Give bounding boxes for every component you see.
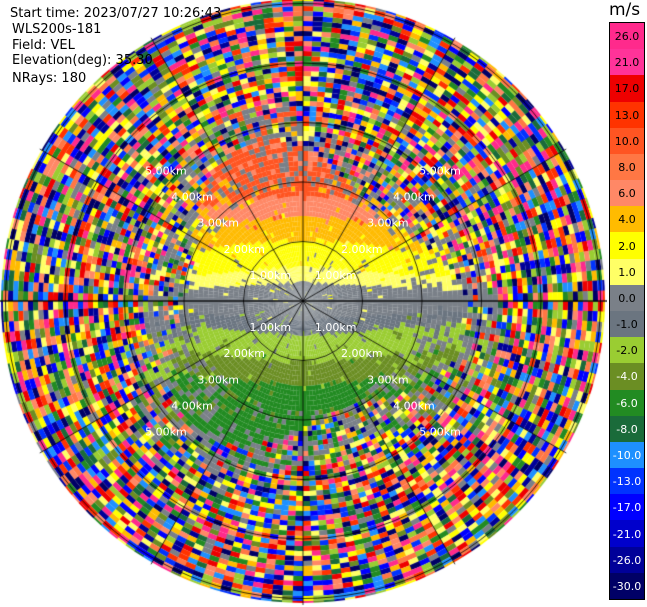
range-ring-label: 1.00km [315, 269, 357, 282]
colorbar-segment [610, 494, 644, 522]
colorbar-segment [610, 49, 644, 77]
range-ring-label: 4.00km [171, 399, 213, 412]
range-ring-label: 1.00km [315, 321, 357, 334]
colorbar-tick-label: -17.0 [612, 501, 642, 515]
colorbar-segment [610, 311, 644, 339]
colorbar-unit-label: m/s [609, 0, 641, 20]
range-ring-label: 3.00km [197, 217, 239, 230]
colorbar-tick-label: -26.0 [612, 553, 642, 567]
velocity-colorbar: 26.0 21.0 17.0 13.0 10.0 8.0 6.0 4.0 2.0 1.0 0.0 -1… [609, 22, 645, 600]
colorbar-segment [610, 441, 644, 470]
field-text: Field: VEL [12, 38, 75, 53]
colorbar-tick-label: 2.0 [618, 239, 636, 253]
nrays-text: NRays: 180 [12, 71, 87, 86]
colorbar-tick-label: -21.0 [612, 527, 642, 541]
range-ring-label: 5.00km [419, 165, 461, 178]
range-ring-label: 4.00km [393, 399, 435, 412]
colorbar-tick-label: 21.0 [614, 56, 640, 70]
colorbar-tick-label: 10.0 [614, 134, 640, 148]
colorbar-tick-label: -10.0 [612, 449, 642, 462]
range-ring-label: 5.00km [145, 165, 187, 178]
colorbar-segment [610, 206, 644, 234]
colorbar-tick-label: 1.0 [618, 265, 636, 279]
colorbar-segment [610, 258, 644, 286]
colorbar-segment [610, 572, 644, 599]
colorbar-segment [610, 337, 644, 365]
colorbar-segment [610, 127, 644, 155]
colorbar-segment [610, 101, 644, 129]
range-ring-labels: 1.00km 1.00km 1.00km 1.00km 2.00km 2.00km 2.00… [0, 0, 607, 607]
radar-ppi-plot [0, 0, 607, 607]
colorbar-segment [610, 153, 644, 182]
colorbar-segment [610, 363, 644, 391]
colorbar-tick-label: -8.0 [616, 422, 638, 436]
range-ring-label: 1.00km [250, 321, 292, 334]
colorbar-tick-label: 17.0 [614, 82, 640, 96]
colorbar-tick-label: -2.0 [616, 344, 638, 358]
range-ring-label: 4.00km [171, 191, 213, 204]
range-ring-label: 4.00km [393, 191, 435, 204]
colorbar-segment [610, 415, 644, 443]
colorbar-segment [610, 468, 644, 496]
range-ring-label: 2.00km [223, 243, 265, 256]
colorbar-segment [610, 23, 644, 51]
range-ring-label: 1.00km [250, 269, 292, 282]
colorbar-tick-label: 6.0 [618, 187, 636, 201]
range-ring-label: 3.00km [197, 373, 239, 386]
colorbar-tick-label: -1.0 [616, 318, 638, 332]
range-ring-label: 2.00km [223, 347, 265, 360]
colorbar-tick-label: -13.0 [612, 475, 642, 489]
colorbar-segment [610, 180, 644, 208]
range-ring-label: 3.00km [367, 217, 409, 230]
instrument-name-text: WLS200s-181 [12, 22, 102, 37]
colorbar-tick-label: 8.0 [618, 161, 636, 174]
colorbar-tick-label: 13.0 [614, 108, 640, 122]
colorbar-segment [610, 284, 644, 312]
colorbar-tick-label: 0.0 [618, 291, 636, 305]
range-ring-label: 2.00km [341, 243, 383, 256]
colorbar-segment [610, 546, 644, 574]
range-ring-label: 3.00km [367, 373, 409, 386]
colorbar-segment [610, 389, 644, 417]
start-time-text: Start time: 2023/07/27 10:26:43 [10, 6, 222, 21]
colorbar-tick-label: 26.0 [614, 30, 640, 44]
colorbar-segment [610, 232, 644, 260]
colorbar-tick-label: -6.0 [616, 396, 638, 410]
range-ring-label: 2.00km [341, 347, 383, 360]
colorbar-segment [610, 520, 644, 548]
colorbar-tick-label: 4.0 [618, 213, 636, 227]
colorbar-tick-label: -30.0 [612, 579, 642, 593]
colorbar-segment [610, 75, 644, 103]
range-ring-label: 5.00km [419, 425, 461, 438]
elevation-text: Elevation(deg): 35.30 [12, 53, 153, 68]
colorbar-tick-label: -4.0 [616, 370, 638, 384]
range-ring-label: 5.00km [145, 425, 187, 438]
